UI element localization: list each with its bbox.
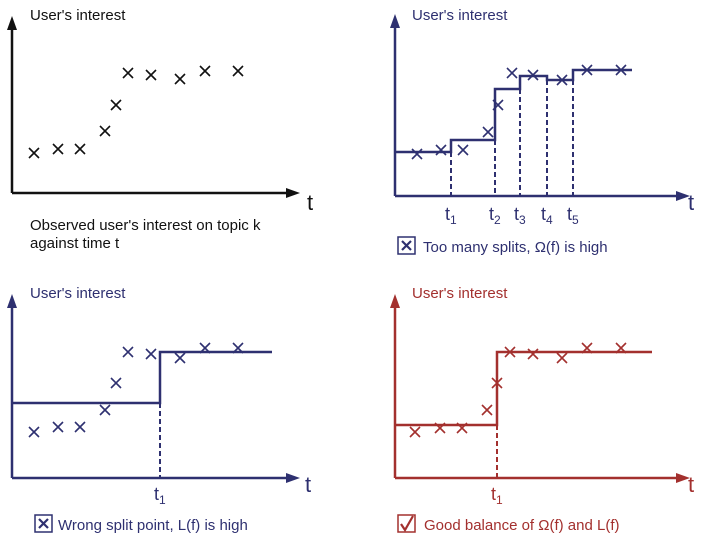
panel1-data-point (122, 67, 134, 79)
panel2-data-point (435, 144, 447, 156)
panel2-split-subscript: 1 (450, 213, 457, 227)
panel3-data-point (174, 352, 186, 364)
panel3-x-box-icon (34, 514, 53, 533)
panel3-xlabel: t (305, 472, 311, 497)
panel2-split-label: t5 (567, 204, 579, 227)
panel1-data-point (232, 65, 244, 77)
panel1-x-axis-arrow (286, 188, 300, 198)
panel3-data-point (199, 342, 211, 354)
panel2-step-function (395, 68, 632, 154)
panel4-data-point (527, 348, 539, 360)
panel4-data-point (504, 346, 516, 358)
panel3-step-function (12, 350, 272, 405)
panel1-ylabel: User's interest (30, 7, 126, 24)
panel2-x-icon (401, 240, 412, 251)
panel2-split-subscript: 4 (546, 213, 553, 227)
panel4-y-axis-arrow (390, 294, 400, 308)
panel2-split-subscript: 5 (572, 213, 579, 227)
panel3-data-point (52, 421, 64, 433)
panel1-data-point (110, 99, 122, 111)
panel1-data-point (199, 65, 211, 77)
panel3-data-point (74, 421, 86, 433)
panel2-split-label: t3 (514, 204, 526, 227)
panel2-caption: Too many splits, Ω(f) is high (423, 239, 608, 256)
panel2-y-axis-arrow (390, 14, 400, 28)
panel1-data-point (145, 69, 157, 81)
panel2-data-point (482, 126, 494, 138)
panel4-data-point (456, 422, 468, 434)
panel4-x-axis-arrow (676, 473, 690, 483)
panel1-data-point (174, 73, 186, 85)
panel4-ylabel: User's interest (412, 285, 508, 302)
panel3-caption: Wrong split point, L(f) is high (58, 517, 248, 534)
panel1-data-point (74, 143, 86, 155)
panel4-split-label: t1 (491, 484, 503, 507)
panel1-caption-line1: Observed user's interest on topic k (30, 217, 261, 234)
panel3-split-label: t1 (154, 484, 166, 507)
panel4-data-point (491, 377, 503, 389)
panel3-ylabel: User's interest (30, 285, 126, 302)
panel4-data-point (434, 422, 446, 434)
panel3-data-point (99, 404, 111, 416)
panel2-x-axis-arrow (676, 191, 690, 201)
panel4-data-point (409, 426, 421, 438)
panel3-x-icon (38, 518, 49, 529)
panel4-data-point (615, 342, 627, 354)
panel3-data-point (110, 377, 122, 389)
panel4-checkmark-icon (400, 515, 414, 533)
panel1-data-point (99, 125, 111, 137)
panel4-data-point (581, 342, 593, 354)
panel3-data-point (28, 426, 40, 438)
panel2-data-point (581, 64, 593, 76)
panel2-data-point (457, 144, 469, 156)
panel3-split-subscript: 1 (159, 493, 166, 507)
panel1-xlabel: t (307, 190, 313, 215)
panel4-data-point (481, 404, 493, 416)
panel2-split-label: t4 (541, 204, 553, 227)
panel2-split-subscript: 2 (494, 213, 501, 227)
panel1-caption-line2: against time t (30, 235, 120, 252)
panel4-data-point (556, 352, 568, 364)
panel3-data-point (145, 348, 157, 360)
panel3-data-point (232, 342, 244, 354)
panel2-x-box-icon (397, 236, 416, 255)
panel2-data-point (615, 64, 627, 76)
panel2-data-point (527, 69, 539, 81)
panel1-y-axis-arrow (7, 16, 17, 30)
panel3-y-axis-arrow (7, 294, 17, 308)
panel3-x-axis-arrow (286, 473, 300, 483)
panel4-step-function (395, 350, 652, 427)
panel4-caption: Good balance of Ω(f) and L(f) (424, 517, 619, 534)
panel4-xlabel: t (688, 472, 694, 497)
panel2-split-label: t2 (489, 204, 501, 227)
panel2-data-point (411, 148, 423, 160)
panel2-split-label: t1 (445, 204, 457, 227)
panel2-split-subscript: 3 (519, 213, 526, 227)
panel2-data-point (506, 67, 518, 79)
panel2-data-point (492, 99, 504, 111)
panel4-split-subscript: 1 (496, 493, 503, 507)
panel4-checkmark-box-icon (397, 514, 416, 533)
panel1-data-point (52, 143, 64, 155)
panel2-data-point (556, 74, 568, 86)
panel2-ylabel: User's interest (412, 7, 508, 24)
panel2-xlabel: t (688, 190, 694, 215)
panel1-data-point (28, 147, 40, 159)
panel3-data-point (122, 346, 134, 358)
